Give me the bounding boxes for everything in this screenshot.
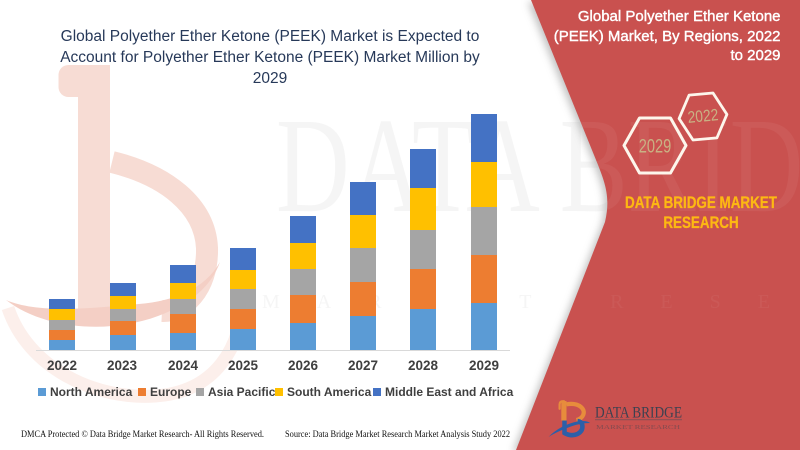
- svg-text:2022: 2022: [687, 106, 719, 127]
- svg-text:DATA BRIDGE: DATA BRIDGE: [595, 405, 682, 422]
- svg-text:MARKET RESEARCH: MARKET RESEARCH: [596, 424, 680, 431]
- svg-text:MARKET RESEARCH: MARKET RESEARCH: [262, 291, 800, 313]
- svg-text:2029: 2029: [639, 134, 672, 157]
